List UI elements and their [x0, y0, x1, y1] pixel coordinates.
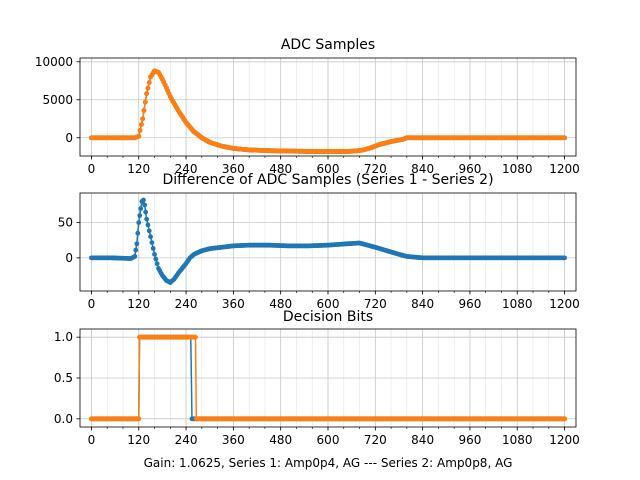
data-point [148, 234, 153, 240]
x-tick-label: 240 [175, 433, 198, 447]
x-tick-label: 360 [222, 433, 245, 447]
data-point [152, 251, 157, 257]
data-point [135, 230, 141, 236]
x-tick-label: 1080 [502, 162, 533, 176]
data-point [146, 80, 152, 85]
y-tick-label: 0.0 [54, 412, 73, 426]
x-tick-label: 240 [175, 297, 198, 311]
y-tick-label: 0 [65, 131, 73, 145]
y-tick-label: 0 [65, 251, 73, 265]
x-tick-label: 960 [458, 433, 481, 447]
x-tick-label: 720 [364, 162, 387, 176]
data-point [145, 85, 151, 91]
panel-difference: 0 120 240 360 480 600 720 840 960 1080 1200 0 50 [58, 192, 580, 311]
x-tick-label: 480 [269, 162, 292, 176]
data-point [134, 241, 140, 247]
x-tick-label: 360 [222, 297, 245, 311]
x-tick-label: 120 [127, 297, 150, 311]
x-tick-label: 1200 [549, 162, 580, 176]
data-point [143, 209, 149, 215]
data-point [133, 247, 139, 253]
data-point [144, 216, 150, 222]
data-point [146, 228, 152, 234]
x-tick-label: 840 [411, 162, 434, 176]
data-point [149, 240, 155, 245]
data-point [138, 206, 144, 211]
data-point [145, 222, 151, 228]
data-point [136, 133, 142, 139]
data-point [140, 116, 146, 122]
x-tick-label: 720 [364, 433, 387, 447]
x-tick-label: 600 [317, 433, 340, 447]
data-point [141, 197, 146, 203]
data-point [562, 416, 567, 422]
data-point [144, 91, 150, 97]
x-tick-label: 120 [127, 162, 150, 176]
data-point [142, 202, 148, 208]
x-tick-label: 240 [175, 162, 198, 176]
x-axis-label: Gain: 1.0625, Series 1: Amp0p4, AG --- S… [144, 456, 513, 470]
x-tick-label: 840 [411, 297, 434, 311]
x-tick-label: 840 [411, 433, 434, 447]
y-tick-label: 10000 [35, 55, 73, 69]
y-tick-label: 50 [58, 216, 73, 230]
data-point [154, 261, 160, 267]
series-2-decision-bits [89, 334, 567, 422]
y-tick-label: 0.5 [54, 371, 73, 385]
x-tick-label: 1080 [502, 297, 533, 311]
data-point [562, 135, 567, 141]
data-point [136, 416, 142, 422]
x-tick-label: 960 [458, 297, 481, 311]
x-tick-label: 120 [127, 433, 150, 447]
panel-title-decision-bits: Decision Bits [283, 309, 373, 325]
x-tick-label: 0 [88, 297, 96, 311]
x-tick-label: 1080 [502, 433, 533, 447]
panel-decision-bits: 0 120 240 360 480 600 720 840 960 1080 1200 0.0 0.5 1… [54, 328, 580, 447]
y-tick-label: 5000 [42, 93, 73, 107]
x-tick-label: 0 [88, 162, 96, 176]
panel-title-adc-samples: ADC Samples [281, 37, 375, 53]
x-tick-label: 1200 [549, 433, 580, 447]
data-point [138, 122, 144, 127]
x-tick-label: 600 [317, 162, 340, 176]
data-point [141, 108, 147, 113]
data-point [137, 213, 143, 218]
x-tick-label: 1200 [549, 297, 580, 311]
grid-decision-bits [80, 329, 576, 427]
data-point [137, 128, 143, 133]
x-tick-label: 360 [222, 162, 245, 176]
panel-title-difference: Difference of ADC Samples (Series 1 - Se… [162, 172, 493, 188]
x-tick-label: 720 [364, 297, 387, 311]
series-1-difference [89, 197, 567, 285]
x-tick-label: 0 [88, 433, 96, 447]
data-point [562, 255, 567, 261]
grid-difference [80, 193, 576, 291]
panel-adc-samples: 0 120 240 360 480 600 720 840 960 1080 1200 0 5000 10… [35, 55, 580, 176]
data-point [153, 256, 159, 262]
x-tick-label: 600 [317, 297, 340, 311]
x-tick-label: 480 [269, 297, 292, 311]
data-point [193, 334, 198, 340]
data-point [150, 246, 156, 251]
y-tick-label: 1.0 [54, 330, 73, 344]
data-point [132, 254, 138, 259]
data-point [142, 99, 148, 105]
x-tick-label: 480 [269, 433, 292, 447]
x-tick-label: 960 [458, 162, 481, 176]
data-point [136, 220, 142, 226]
series-2-adc-samples [89, 68, 567, 154]
